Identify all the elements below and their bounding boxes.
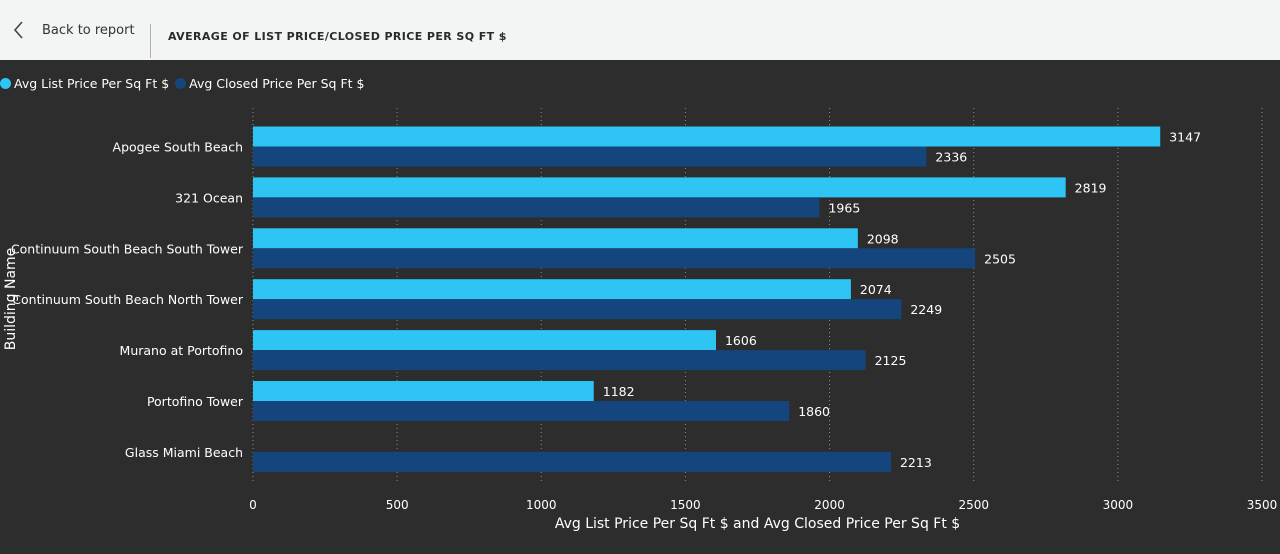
data-label: 2336 <box>935 150 967 165</box>
header-divider <box>150 24 151 58</box>
data-label: 2249 <box>910 302 942 317</box>
data-label: 2505 <box>984 251 1016 266</box>
bar-closed-price[interactable] <box>253 401 790 421</box>
data-label: 1965 <box>828 200 860 215</box>
legend-label-list: Avg List Price Per Sq Ft $ <box>14 75 170 91</box>
category-label: Portofino Tower <box>147 394 244 409</box>
page-title: AVERAGE OF LIST PRICE/CLOSED PRICE PER S… <box>168 30 507 43</box>
chevron-left-icon <box>12 20 26 40</box>
legend-item-list[interactable]: Avg List Price Per Sq Ft $ <box>0 76 169 91</box>
bar-closed-price[interactable] <box>253 299 902 320</box>
top-bar: Back to report AVERAGE OF LIST PRICE/CLO… <box>0 0 1280 60</box>
x-tick-label: 1000 <box>526 498 557 512</box>
legend-label-closed: Avg Closed Price Per Sq Ft $ <box>189 75 365 91</box>
back-label: Back to report <box>42 22 135 38</box>
category-label: Continuum South Beach South Tower <box>11 241 244 256</box>
bar-list-price[interactable] <box>253 381 594 401</box>
data-label: 1182 <box>603 384 635 399</box>
bar-closed-price[interactable] <box>253 197 820 218</box>
bar-closed-price[interactable] <box>253 451 891 472</box>
data-label: 1606 <box>725 333 757 348</box>
bar-list-price[interactable] <box>253 126 1161 147</box>
x-tick-label: 0 <box>249 498 257 512</box>
category-label: 321 Ocean <box>175 190 243 205</box>
data-label: 2098 <box>867 231 899 246</box>
category-label: Murano at Portofino <box>120 343 243 358</box>
x-tick-label: 500 <box>386 498 409 512</box>
chart-legend: Avg List Price Per Sq Ft $ Avg Closed Pr… <box>0 74 370 92</box>
x-tick-label: 2000 <box>814 498 845 512</box>
legend-marker-list <box>0 77 11 89</box>
category-label: Glass Miami Beach <box>125 445 243 460</box>
x-tick-label: 2500 <box>958 498 989 512</box>
category-label: Apogee South Beach <box>113 140 243 155</box>
legend-item-closed[interactable]: Avg Closed Price Per Sq Ft $ <box>175 76 364 91</box>
bar-list-price[interactable] <box>253 228 858 249</box>
x-axis-title: Avg List Price Per Sq Ft $ and Avg Close… <box>555 516 960 532</box>
y-axis-title: Building Name <box>3 248 19 351</box>
bar-closed-price[interactable] <box>253 248 976 269</box>
data-label: 1860 <box>798 404 830 419</box>
x-tick-label: 1500 <box>670 498 701 512</box>
category-label: Continuum South Beach North Tower <box>12 292 244 307</box>
bar-list-price[interactable] <box>253 177 1066 198</box>
bar-closed-price[interactable] <box>253 146 927 167</box>
x-tick-label: 3500 <box>1247 498 1278 512</box>
bar-list-price[interactable] <box>253 279 851 300</box>
back-to-report-button[interactable]: Back to report <box>12 0 140 60</box>
data-label: 2125 <box>875 353 907 368</box>
legend-marker-closed <box>175 77 187 89</box>
data-label: 2819 <box>1075 180 1107 195</box>
x-tick-label: 3000 <box>1103 498 1134 512</box>
data-label: 2074 <box>860 282 892 297</box>
data-label: 3147 <box>1169 130 1201 145</box>
data-label: 2213 <box>900 455 932 470</box>
bar-closed-price[interactable] <box>253 350 866 371</box>
bar-list-price[interactable] <box>253 330 716 351</box>
